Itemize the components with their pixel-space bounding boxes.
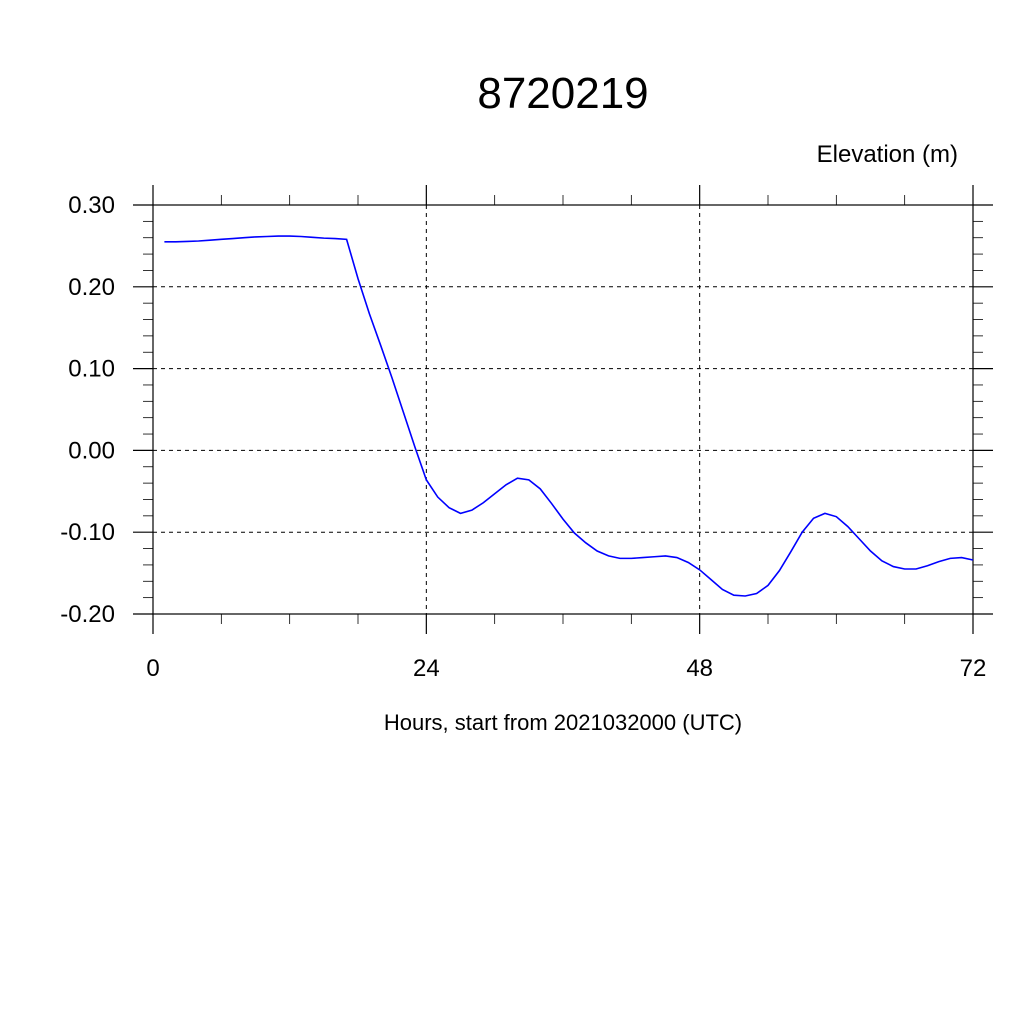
y-axis-units: Elevation (m) — [817, 141, 958, 168]
y-tick-label: 0.10 — [68, 356, 115, 383]
major-ticks — [133, 185, 993, 634]
x-axis-label: Hours, start from 2021032000 (UTC) — [384, 710, 742, 735]
x-tick-label: 24 — [413, 655, 440, 682]
x-tick-label: 48 — [686, 655, 713, 682]
y-tick-label: -0.10 — [60, 519, 115, 546]
x-tick-label: 0 — [146, 655, 159, 682]
y-tick-label: 0.00 — [68, 437, 115, 464]
plot-frame — [152, 204, 974, 615]
x-tick-label: 72 — [960, 655, 987, 682]
series-line — [164, 235, 974, 597]
y-tick-label: -0.20 — [60, 601, 115, 628]
tick-labels: -0.20 -0.10 0.00 0.10 0.20 0.30 0 24 48 72 — [60, 192, 986, 682]
grid-lines — [152, 204, 974, 615]
chart-title: 8720219 — [477, 69, 648, 118]
minor-ticks — [143, 195, 983, 624]
y-tick-label: 0.30 — [68, 192, 115, 219]
y-tick-label: 0.20 — [68, 274, 115, 301]
